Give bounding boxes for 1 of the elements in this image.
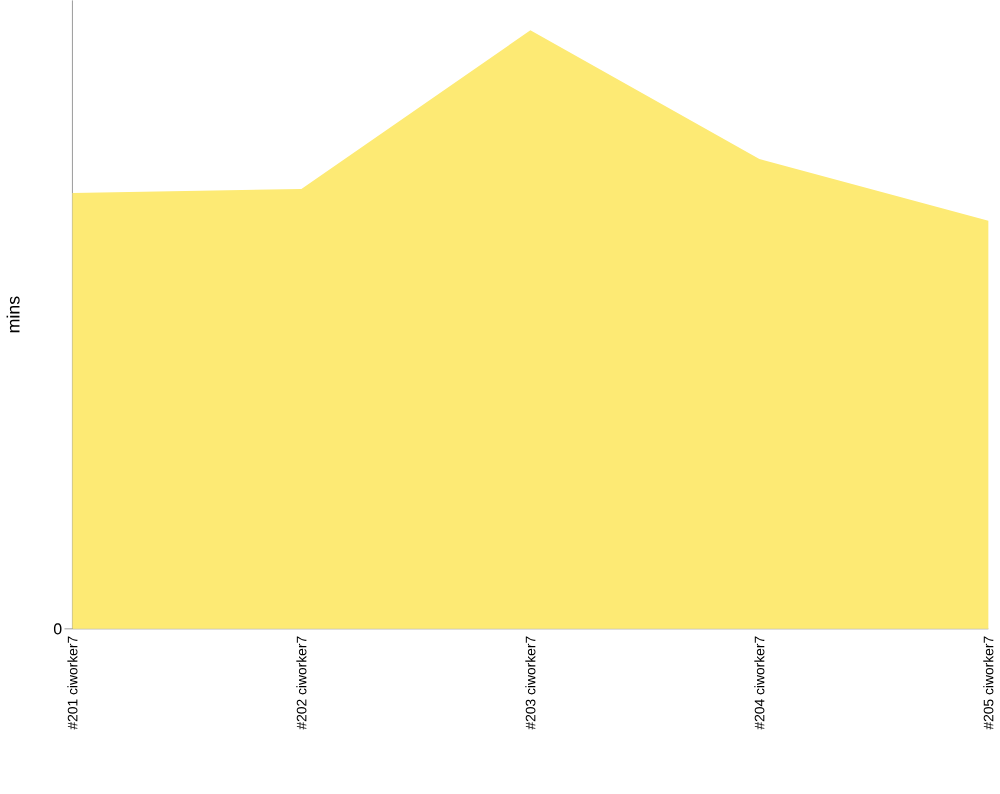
y-axis-title: mins: [6, 296, 20, 333]
